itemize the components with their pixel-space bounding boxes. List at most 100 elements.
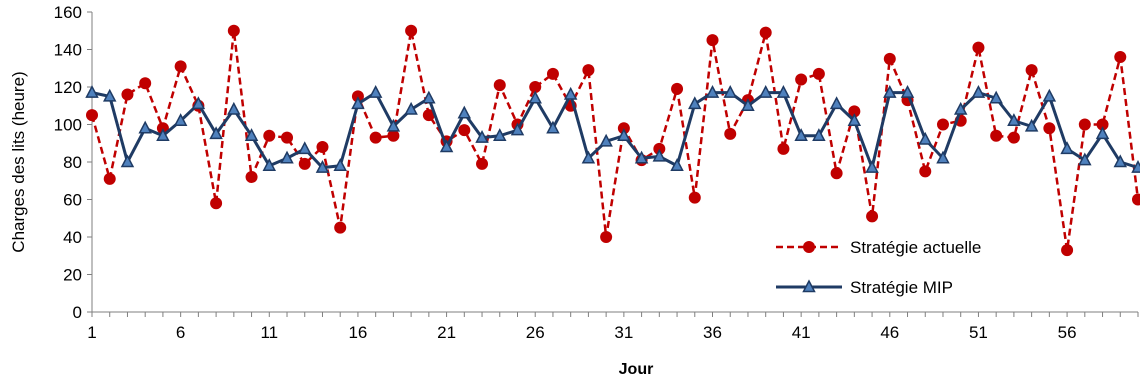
data-point <box>281 131 294 144</box>
x-axis-title: Jour <box>619 361 654 378</box>
y-axis-ticks: 0 20 40 60 80 100 120 140 160 <box>54 3 92 322</box>
data-point <box>458 124 471 137</box>
data-point <box>848 105 861 118</box>
legend: Stratégie actuelle Stratégie MIP <box>776 238 981 297</box>
data-point <box>368 85 383 98</box>
data-point <box>582 64 595 77</box>
data-point <box>1095 126 1110 140</box>
data-point <box>475 130 489 143</box>
legend-label: Stratégie MIP <box>850 278 953 297</box>
data-point <box>971 85 986 98</box>
data-point <box>139 77 152 90</box>
data-point <box>263 129 276 142</box>
data-point <box>724 127 737 140</box>
data-point <box>900 85 915 98</box>
data-point <box>600 231 613 243</box>
data-point <box>866 210 879 223</box>
x-tick-label: 11 <box>260 323 278 342</box>
data-point <box>706 34 719 47</box>
data-point <box>670 158 684 171</box>
y-axis-title: Charges des lits (heure) <box>9 71 28 252</box>
data-point <box>546 67 559 80</box>
data-point <box>493 79 506 92</box>
data-point <box>847 113 862 126</box>
data-point <box>227 24 240 37</box>
data-point <box>1078 152 1092 166</box>
data-point <box>528 90 542 104</box>
data-point <box>529 81 542 93</box>
data-point <box>120 154 135 168</box>
data-point <box>386 118 401 132</box>
data-point <box>298 141 312 155</box>
data-point <box>795 73 808 86</box>
data-point <box>227 101 241 115</box>
series-layer <box>85 24 1140 257</box>
data-point <box>1025 64 1038 77</box>
data-point <box>705 85 720 98</box>
data-point <box>865 160 879 173</box>
data-point <box>404 101 418 115</box>
data-point <box>652 148 667 162</box>
data-point <box>351 96 365 110</box>
data-point <box>103 172 116 185</box>
data-point <box>174 60 187 73</box>
data-point <box>794 128 808 141</box>
data-point <box>85 85 99 98</box>
data-point <box>457 105 472 119</box>
data-point <box>280 150 294 164</box>
data-point <box>883 52 896 65</box>
data-point <box>86 109 98 122</box>
data-point <box>829 96 844 110</box>
data-point <box>1131 160 1140 173</box>
data-point <box>121 88 134 101</box>
data-point <box>688 96 702 110</box>
data-point <box>741 98 755 111</box>
data-point <box>334 221 347 234</box>
x-tick-label: 56 <box>1058 323 1077 342</box>
series-2 <box>85 85 1140 173</box>
data-point <box>1114 51 1127 63</box>
data-point <box>493 128 507 141</box>
legend-label: Stratégie actuelle <box>850 238 981 257</box>
y-tick-label: 120 <box>54 78 82 97</box>
y-tick-label: 20 <box>63 266 82 285</box>
data-point <box>953 101 968 115</box>
series-line <box>91 90 1139 173</box>
legend-item: Stratégie actuelle <box>776 238 981 257</box>
x-tick-label: 36 <box>703 323 722 342</box>
data-point <box>210 197 223 210</box>
data-point <box>1007 131 1020 144</box>
data-point <box>989 90 1003 104</box>
data-point <box>298 157 311 170</box>
y-tick-label: 80 <box>63 153 82 172</box>
data-point <box>830 167 843 180</box>
data-point <box>476 157 489 170</box>
x-tick-label: 16 <box>348 323 367 342</box>
data-point <box>990 129 1003 142</box>
data-point <box>972 41 985 54</box>
x-tick-label: 26 <box>526 323 545 342</box>
data-point <box>262 158 277 171</box>
y-tick-label: 160 <box>54 3 82 22</box>
legend-marker <box>803 241 815 253</box>
data-point <box>1078 118 1091 131</box>
data-point <box>1060 141 1074 155</box>
x-tick-label: 6 <box>176 323 185 342</box>
data-point <box>563 86 578 100</box>
data-point <box>244 128 259 141</box>
data-point <box>919 165 932 178</box>
data-point <box>316 141 329 153</box>
data-point <box>173 113 188 126</box>
y-tick-label: 140 <box>54 41 82 60</box>
data-point <box>333 158 347 171</box>
data-point <box>191 96 206 110</box>
data-point <box>1096 118 1109 131</box>
data-point <box>918 131 932 145</box>
data-point <box>1024 118 1039 132</box>
data-point <box>759 26 772 39</box>
data-point <box>156 128 170 141</box>
y-tick-label: 40 <box>63 228 82 247</box>
data-point <box>102 88 117 102</box>
data-point <box>777 142 790 155</box>
